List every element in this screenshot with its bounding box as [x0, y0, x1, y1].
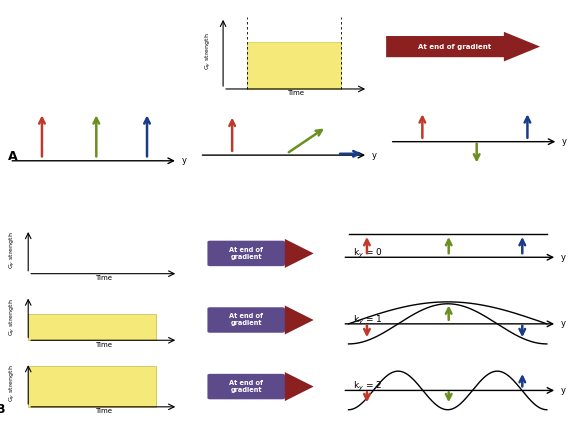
FancyArrow shape	[209, 306, 313, 335]
FancyArrow shape	[209, 239, 313, 268]
FancyBboxPatch shape	[207, 241, 285, 266]
Text: Time: Time	[95, 275, 112, 281]
Text: G$_y$ strength: G$_y$ strength	[203, 32, 214, 70]
FancyArrow shape	[386, 32, 540, 61]
Text: At end of
gradient: At end of gradient	[229, 380, 263, 393]
Text: G$_y$ strength: G$_y$ strength	[8, 365, 18, 402]
FancyBboxPatch shape	[207, 374, 285, 399]
Text: y: y	[562, 137, 567, 146]
FancyArrow shape	[209, 372, 313, 401]
Text: Time: Time	[287, 90, 304, 96]
Bar	[246, 42, 341, 89]
Text: k$_y$ = 1: k$_y$ = 1	[353, 313, 383, 326]
Text: At end of gradient: At end of gradient	[418, 44, 492, 50]
Text: k$_y$ = 2: k$_y$ = 2	[353, 380, 382, 393]
Text: Time: Time	[95, 342, 112, 348]
Text: y: y	[372, 151, 376, 159]
Bar	[28, 366, 156, 407]
Text: y: y	[561, 253, 566, 262]
Text: y: y	[561, 319, 566, 328]
Text: A: A	[7, 150, 17, 163]
Text: y: y	[561, 386, 566, 395]
Text: y: y	[182, 156, 186, 165]
Text: At end of
gradient: At end of gradient	[229, 313, 263, 326]
Bar	[28, 314, 156, 340]
FancyBboxPatch shape	[207, 307, 285, 333]
Text: k$_y$ = 0: k$_y$ = 0	[353, 247, 383, 260]
Text: G$_y$ strength: G$_y$ strength	[8, 232, 18, 269]
Text: Time: Time	[95, 408, 112, 414]
Text: B: B	[0, 402, 6, 416]
Text: G$_y$ strength: G$_y$ strength	[8, 298, 18, 336]
Text: At end of
gradient: At end of gradient	[229, 247, 263, 260]
